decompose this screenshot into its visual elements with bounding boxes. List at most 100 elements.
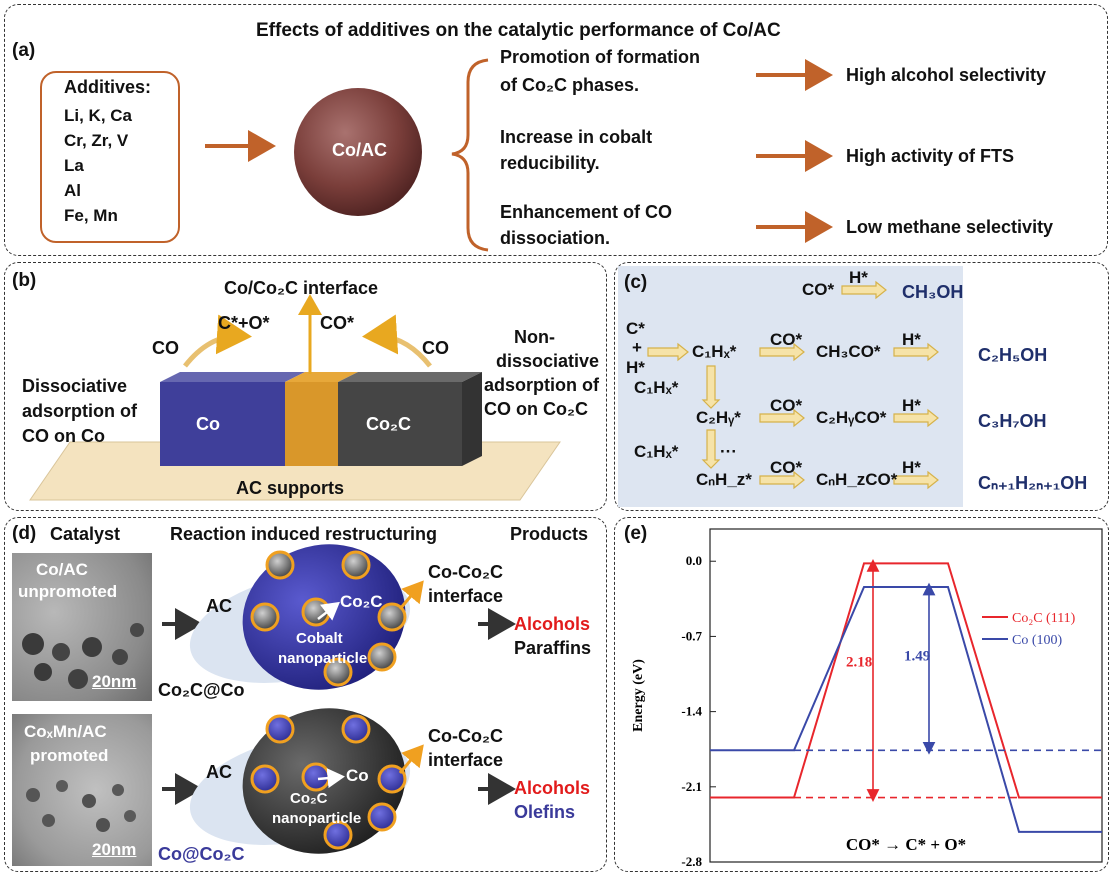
additive-group: Cr, Zr, V <box>64 131 129 150</box>
co-right-arrow <box>362 314 432 368</box>
block-side <box>462 372 482 466</box>
c-star: C* <box>626 319 645 338</box>
panel-d <box>4 517 607 872</box>
co-shell-particle <box>341 714 371 744</box>
tem-label-line: promoted <box>30 746 109 765</box>
sphere-label: Co/AC <box>332 140 387 160</box>
product-alcohols: Alcohols <box>514 778 591 798</box>
y-tick-label: -2.1 <box>681 779 702 794</box>
effect-text: Increase in cobalt <box>500 127 653 147</box>
tem-image-promoted <box>12 714 152 866</box>
hollow-arrow <box>647 342 689 362</box>
products-heading: Products <box>510 524 589 544</box>
plus: + <box>632 338 642 357</box>
co-block <box>160 382 285 466</box>
effect-text: of Co₂C phases. <box>500 75 640 95</box>
core-shell-tag: Co@Co₂C <box>158 844 245 864</box>
interface-label: interface <box>428 750 504 770</box>
outcome-text: High alcohol selectivity <box>846 65 1047 85</box>
co-shell-particle <box>377 764 407 794</box>
hollow-arrow <box>759 408 805 428</box>
hollow-arrow <box>841 280 887 300</box>
legend-label: Co (100) <box>1012 633 1063 648</box>
barrier-label: 2.18 <box>846 654 872 670</box>
co-star-2: CO* <box>770 330 803 349</box>
brace <box>451 58 489 252</box>
co2c-block <box>338 382 462 466</box>
panel-d-graphic <box>162 544 516 854</box>
tem-label-line: unpromoted <box>18 582 118 601</box>
hollow-arrow <box>759 342 805 362</box>
co-shell-particle <box>265 714 295 744</box>
interface-label: interface <box>428 586 504 606</box>
legend-label: Co₂C (111) <box>1012 611 1076 626</box>
scale-bar: 20nm <box>92 672 137 691</box>
cnhz: CₙH_z* <box>696 470 752 489</box>
support-label: AC supports <box>236 478 344 498</box>
y-tick-label: -0.7 <box>681 628 702 643</box>
additive-group: Al <box>64 181 81 200</box>
left-text: CO on Co <box>22 426 105 446</box>
c2hy: C₂Hᵧ* <box>696 408 741 427</box>
tem-label-line: Co/AC <box>36 560 88 579</box>
right-text: adsorption of <box>484 375 599 395</box>
c1hx-side-2: C₁Hₓ* <box>634 442 679 461</box>
right-text: dissociative <box>496 351 600 371</box>
panel-a <box>4 4 1108 256</box>
np-label: Cobalt <box>296 630 343 647</box>
np-label: nanoparticle <box>272 810 362 827</box>
co-star: CO* <box>802 280 835 299</box>
co2c-arrow-label: Co₂C <box>340 592 383 611</box>
hollow-arrow <box>893 470 939 490</box>
panel-e <box>614 517 1109 872</box>
y-tick-label: -1.4 <box>681 704 702 719</box>
core-shell-tag: Co₂C@Co <box>158 680 245 700</box>
co-left-label: CO <box>152 338 179 358</box>
ch3co: CH₃CO* <box>816 342 881 361</box>
product-alcohols: Alcohols <box>514 614 591 634</box>
np-label: Co₂C <box>290 790 328 807</box>
h-star: H* <box>849 268 868 287</box>
barrier-label: 1.49 <box>904 649 930 665</box>
panel-d-label: (d) <box>12 523 37 544</box>
right-text: CO on Co₂C <box>484 399 588 419</box>
ac-label: AC <box>206 762 232 782</box>
co2c-block-label: Co₂C <box>366 414 411 434</box>
energy-profile-chart: 0.0 -0.7 -1.4 -2.1 -2.8 Energy (eV) CO* → C* +… <box>631 528 1103 869</box>
panel-a-arrows <box>205 58 833 252</box>
ac-label: AC <box>206 596 232 616</box>
c1hx-side: C₁Hₓ* <box>634 378 679 397</box>
panel-c-arrows <box>647 280 939 490</box>
panel-b <box>4 262 607 511</box>
co2c-shell-particle <box>377 602 407 632</box>
co-ac-sphere <box>294 88 422 216</box>
co-star-label: CO* <box>320 313 355 333</box>
product-paraffins: Paraffins <box>514 638 592 658</box>
panel-c-label: (c) <box>624 272 648 293</box>
effect-text: reducibility. <box>500 153 600 173</box>
interface-label: Co/Co₂C interface <box>224 278 379 298</box>
additives-heading: Additives: <box>64 77 152 97</box>
co-right-label: CO <box>422 338 449 358</box>
product-c3h7oh: C₃H₇OH <box>978 411 1047 431</box>
co2c-shell-particle <box>323 657 353 687</box>
co-star-3: CO* <box>770 396 803 415</box>
product-c2h5oh: C₂H₅OH <box>978 345 1048 365</box>
y-axis-label: Energy (eV) <box>631 659 646 732</box>
hollow-arrow <box>893 342 939 362</box>
h-star-reactant: H* <box>626 358 645 377</box>
co-block-label: Co <box>196 414 220 434</box>
co-star-4: CO* <box>770 458 803 477</box>
right-text: Non- <box>514 327 555 347</box>
additive-group: La <box>64 156 84 175</box>
tem-image-unpromoted <box>12 553 152 701</box>
hollow-arrow <box>893 408 939 428</box>
h-star-3: H* <box>902 396 921 415</box>
left-text: Dissociative <box>22 376 128 396</box>
catalyst-heading: Catalyst <box>50 524 121 544</box>
co2c-pointer <box>317 601 340 621</box>
hollow-arrow <box>701 429 721 469</box>
co2c-shell-particle <box>250 602 280 632</box>
product-ch3oh: CH₃OH <box>902 282 964 302</box>
c-o-label: C*+O* <box>218 313 270 333</box>
